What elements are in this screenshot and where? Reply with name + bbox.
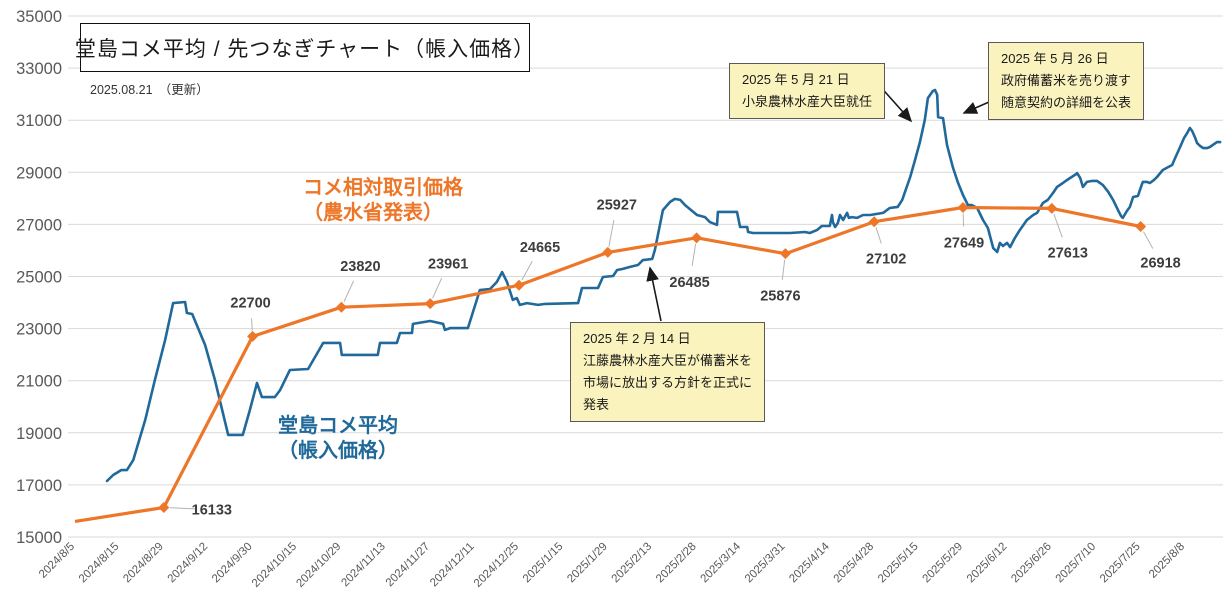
data-point-diamond <box>335 301 347 313</box>
x-axis-tick-label: 2025/6/12 <box>965 541 1010 586</box>
x-axis-tick-label: 2025/3/14 <box>698 540 743 585</box>
value-label-leader <box>875 227 882 244</box>
annotation-text-line: 発表 <box>583 397 610 412</box>
legend-orange-line2: （農水省発表） <box>303 202 443 224</box>
value-label: 27102 <box>866 252 906 268</box>
y-axis-tick-label: 15000 <box>16 529 62 547</box>
value-label: 16133 <box>192 502 232 518</box>
data-point-diamond <box>868 216 880 228</box>
x-axis-tick-label: 2024/10/15 <box>250 541 299 590</box>
annotation-arrow <box>962 101 990 114</box>
x-axis-tick-label: 2024/10/29 <box>294 541 343 590</box>
value-label: 26918 <box>1140 256 1180 272</box>
x-axis-tick-label: 2024/11/13 <box>339 541 388 590</box>
value-label-leader <box>781 259 786 280</box>
value-label: 25876 <box>760 289 800 305</box>
x-axis-tick-label: 2024/8/29 <box>121 541 166 586</box>
value-label: 23820 <box>340 259 380 275</box>
annotation-arrow <box>646 266 662 322</box>
value-label: 27649 <box>944 235 984 251</box>
data-point-diamond <box>602 246 614 258</box>
x-axis-tick-label: 2024/8/15 <box>77 541 122 586</box>
y-axis-tick-label: 19000 <box>16 425 62 443</box>
legend-orange-series: コメ相対取引価格 （農水省発表） <box>303 176 463 226</box>
x-axis-tick-label: 2025/4/28 <box>832 541 877 586</box>
data-point-diamond <box>691 232 703 244</box>
annotation-text-line: 市場に放出する方針を正式に <box>583 375 753 390</box>
annotation-box-feb14: 2025 年 2 月 14 日 江藤農林水産大臣が備蓄米を 市場に放出する方針を… <box>570 322 766 422</box>
annotation-text-line: 江藤農林水産大臣が備蓄米を <box>583 353 753 368</box>
annotation-text-line: 2025 年 5 月 21 日 <box>742 72 850 87</box>
data-point-diamond <box>1135 221 1147 233</box>
update-date: 2025.08.21 （更新） <box>90 83 209 97</box>
annotation-text-line: 随意契約の詳細を公表 <box>1001 95 1132 110</box>
y-axis-tick-label: 25000 <box>16 269 62 287</box>
annotation-text-line: 2025 年 2 月 14 日 <box>583 331 691 346</box>
value-label: 22700 <box>230 295 270 311</box>
y-axis-tick-label: 33000 <box>16 60 62 78</box>
legend-blue-line1: 堂島コメ平均 <box>278 415 398 437</box>
value-label: 24665 <box>520 240 560 256</box>
y-axis-tick-label: 29000 <box>16 164 62 182</box>
x-axis-tick-label: 2025/2/13 <box>610 541 655 586</box>
data-point-diamond <box>779 248 791 260</box>
y-axis-tick-label: 31000 <box>16 112 62 130</box>
value-label-leader <box>521 260 533 281</box>
value-label: 23961 <box>428 257 468 273</box>
data-point-diamond <box>247 330 259 342</box>
value-label: 25927 <box>597 197 637 213</box>
x-axis-tick-label: 2025/1/29 <box>565 541 610 586</box>
y-axis-tick-label: 27000 <box>16 216 62 234</box>
value-label-leader <box>691 243 697 267</box>
x-axis-tick-label: 2025/5/15 <box>876 541 921 586</box>
x-axis-tick-label: 2025/8/8 <box>1147 541 1187 581</box>
data-point-diamond <box>424 298 436 310</box>
annotation-box-may21: 2025 年 5 月 21 日 小泉農林水産大臣就任 <box>729 63 886 119</box>
x-axis-tick-label: 2024/11/27 <box>384 541 433 590</box>
value-label: 27613 <box>1048 245 1088 261</box>
value-label-leader <box>1053 213 1063 238</box>
x-axis-tick-label: 2024/12/11 <box>428 541 477 590</box>
x-axis-tick-label: 2025/7/25 <box>1098 541 1143 586</box>
x-axis-tick-label: 2025/1/15 <box>521 541 566 586</box>
value-label-leader <box>1143 231 1154 249</box>
y-axis-tick-label: 23000 <box>16 321 62 339</box>
data-point-diamond <box>513 279 525 291</box>
legend-blue-series: 堂島コメ平均 （帳入価格） <box>278 414 398 464</box>
value-label-leader <box>169 507 196 510</box>
x-axis-tick-label: 2025/6/26 <box>1009 541 1054 586</box>
x-axis-tick-label: 2025/5/29 <box>920 541 965 586</box>
chart-title-box: 堂島コメ平均 / 先つなぎチャート（帳入価格） <box>75 23 534 72</box>
annotation-text-line: 政府備蓄米を売り渡す <box>1001 73 1132 88</box>
series-line-dojima <box>105 88 1222 483</box>
x-axis-tick-label: 2024/9/12 <box>166 541 211 586</box>
value-label-leader <box>251 318 253 331</box>
annotation-box-may26: 2025 年 5 月 26 日 政府備蓄米を売り渡す 随意契約の詳細を公表 <box>988 42 1145 120</box>
data-point-diamond <box>158 501 170 513</box>
x-axis-tick-label: 2024/12/25 <box>472 541 521 590</box>
value-label-leader <box>608 219 615 247</box>
y-axis-tick-label: 35000 <box>16 8 62 26</box>
annotation-text-line: 小泉農林水産大臣就任 <box>742 94 873 109</box>
legend-blue-line2: （帳入価格） <box>278 440 398 462</box>
legend-orange-line1: コメ相対取引価格 <box>303 177 463 199</box>
value-label-leader <box>432 277 443 299</box>
value-label-leader <box>343 280 355 303</box>
x-axis-tick-label: 2024/9/30 <box>210 541 255 586</box>
x-axis-tick-label: 2025/4/14 <box>787 540 832 585</box>
chart-title: 堂島コメ平均 / 先つなぎチャート（帳入価格） <box>74 37 536 61</box>
value-label: 26485 <box>669 275 709 291</box>
annotation-text-line: 2025 年 5 月 26 日 <box>1001 51 1109 66</box>
data-point-diamond <box>957 201 969 213</box>
x-axis-tick-label: 2025/2/28 <box>654 541 699 586</box>
x-axis-tick-label: 2025/3/31 <box>743 541 788 586</box>
y-axis-tick-label: 21000 <box>16 373 62 391</box>
y-axis-tick-label: 17000 <box>16 477 62 495</box>
x-axis-tick-label: 2025/7/10 <box>1054 541 1099 586</box>
data-point-diamond <box>1046 202 1058 214</box>
